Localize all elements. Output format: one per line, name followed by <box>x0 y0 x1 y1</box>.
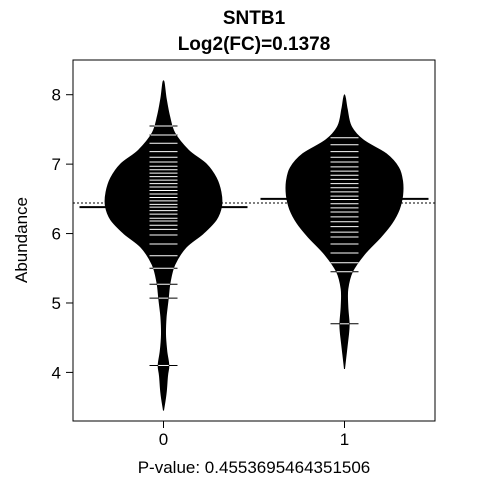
y-axis-label: Abundance <box>12 197 31 283</box>
x-axis-label: P-value: 0.4553695464351506 <box>138 458 371 477</box>
plot-frame <box>72 59 436 422</box>
y-tick-label: 4 <box>52 363 61 382</box>
chart-title: SNTB1 <box>223 8 286 29</box>
plot-area: 4 5 6 7 8 0 1 <box>52 59 436 449</box>
y-tick-label: 7 <box>52 155 61 174</box>
y-tick-label: 5 <box>52 294 61 313</box>
y-tick-label: 6 <box>52 225 61 244</box>
x-tick-label: 0 <box>159 430 168 449</box>
x-tick-label: 1 <box>340 430 349 449</box>
chart-subtitle: Log2(FC)=0.1378 <box>178 34 331 55</box>
bean-0 <box>104 80 223 411</box>
y-tick-label: 8 <box>52 86 61 105</box>
